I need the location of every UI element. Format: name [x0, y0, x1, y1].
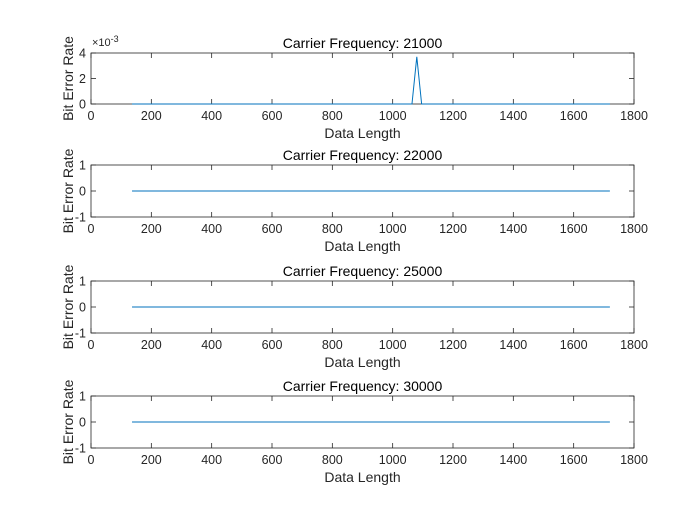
chart-title: Carrier Frequency: 22000 [283, 147, 443, 163]
x-tick-label: 200 [141, 222, 162, 236]
y-axis-label: Bit Error Rate [60, 379, 76, 464]
x-tick-label: 1600 [560, 338, 588, 352]
exponent-base: ×10 [92, 37, 111, 49]
x-tick-label: 600 [262, 109, 283, 123]
y-axis-label: Bit Error Rate [60, 148, 76, 233]
series-line-1-1 [132, 56, 610, 105]
x-tick-label: 0 [88, 222, 95, 236]
x-tick-label: 1200 [439, 222, 467, 236]
x-tick-label: 1400 [499, 109, 527, 123]
x-tick-label: 400 [201, 109, 222, 123]
x-tick-label: 1400 [499, 222, 527, 236]
x-tick-label: 0 [88, 109, 95, 123]
y-tick-label: -1 [75, 211, 86, 225]
chart-title: Carrier Frequency: 25000 [283, 263, 443, 279]
x-tick-label: 1800 [620, 109, 648, 123]
x-axis-label: Data Length [324, 238, 400, 254]
x-tick-label: 800 [322, 109, 343, 123]
y-tick-label: 1 [79, 159, 86, 173]
y-tick-label: -1 [75, 327, 86, 341]
x-tick-label: 1400 [499, 338, 527, 352]
chart-title: Carrier Frequency: 21000 [283, 35, 443, 51]
x-tick-label: 400 [201, 453, 222, 467]
chart-title: Carrier Frequency: 30000 [283, 378, 443, 394]
x-tick-label: 1800 [620, 338, 648, 352]
x-tick-label: 600 [262, 453, 283, 467]
x-axis-label: Data Length [324, 354, 400, 370]
x-tick-label: 0 [88, 338, 95, 352]
y-axis-label: Bit Error Rate [60, 264, 76, 349]
y-exponent-label: ×10-3 [92, 34, 119, 49]
x-tick-label: 400 [201, 338, 222, 352]
x-tick-label: 1200 [439, 338, 467, 352]
x-tick-label: 600 [262, 222, 283, 236]
x-tick-label: 800 [322, 338, 343, 352]
x-tick-label: 400 [201, 222, 222, 236]
x-tick-label: 1200 [439, 453, 467, 467]
y-tick-label: 1 [79, 275, 86, 289]
y-tick-label: -1 [75, 442, 86, 456]
x-tick-label: 1600 [560, 453, 588, 467]
x-tick-label: 1800 [620, 453, 648, 467]
y-tick-label: 1 [79, 390, 86, 404]
exponent-power: -3 [111, 34, 119, 44]
x-tick-label: 1400 [499, 453, 527, 467]
x-tick-label: 800 [322, 453, 343, 467]
x-tick-label: 0 [88, 453, 95, 467]
x-tick-label: 200 [141, 338, 162, 352]
y-tick-label: 0 [79, 416, 86, 430]
x-tick-label: 1600 [560, 222, 588, 236]
x-tick-label: 1000 [379, 453, 407, 467]
y-tick-label: 0 [79, 98, 86, 112]
x-tick-label: 1000 [379, 109, 407, 123]
plot-area-1 [90, 52, 635, 105]
x-tick-label: 1200 [439, 109, 467, 123]
x-tick-label: 600 [262, 338, 283, 352]
y-tick-label: 4 [79, 47, 86, 61]
x-axis-label: Data Length [324, 469, 400, 485]
x-axis-label: Data Length [324, 125, 400, 141]
y-tick-label: 0 [79, 301, 86, 315]
x-tick-label: 200 [141, 109, 162, 123]
x-tick-label: 1000 [379, 222, 407, 236]
x-tick-label: 1600 [560, 109, 588, 123]
x-tick-label: 200 [141, 453, 162, 467]
x-tick-label: 1000 [379, 338, 407, 352]
y-axis-label: Bit Error Rate [60, 36, 76, 121]
x-tick-label: 1800 [620, 222, 648, 236]
y-tick-label: 0 [79, 185, 86, 199]
x-tick-label: 800 [322, 222, 343, 236]
y-tick-label: 2 [79, 72, 86, 86]
